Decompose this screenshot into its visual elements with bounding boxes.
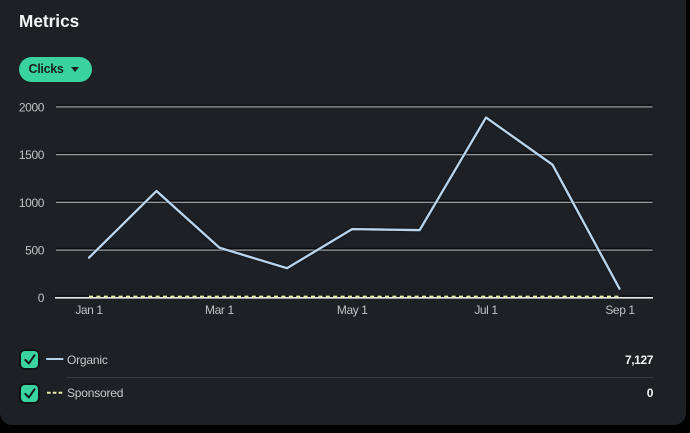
svg-text:Jul 1: Jul 1: [474, 303, 498, 317]
svg-text:May 1: May 1: [337, 303, 368, 317]
svg-text:Sep 1: Sep 1: [605, 303, 635, 317]
svg-text:2000: 2000: [19, 100, 45, 114]
svg-text:500: 500: [25, 244, 45, 258]
svg-text:0: 0: [38, 291, 45, 305]
svg-text:Mar 1: Mar 1: [205, 303, 234, 317]
svg-text:Jan 1: Jan 1: [75, 303, 103, 317]
svg-text:1000: 1000: [19, 196, 45, 210]
svg-text:1500: 1500: [19, 148, 45, 162]
